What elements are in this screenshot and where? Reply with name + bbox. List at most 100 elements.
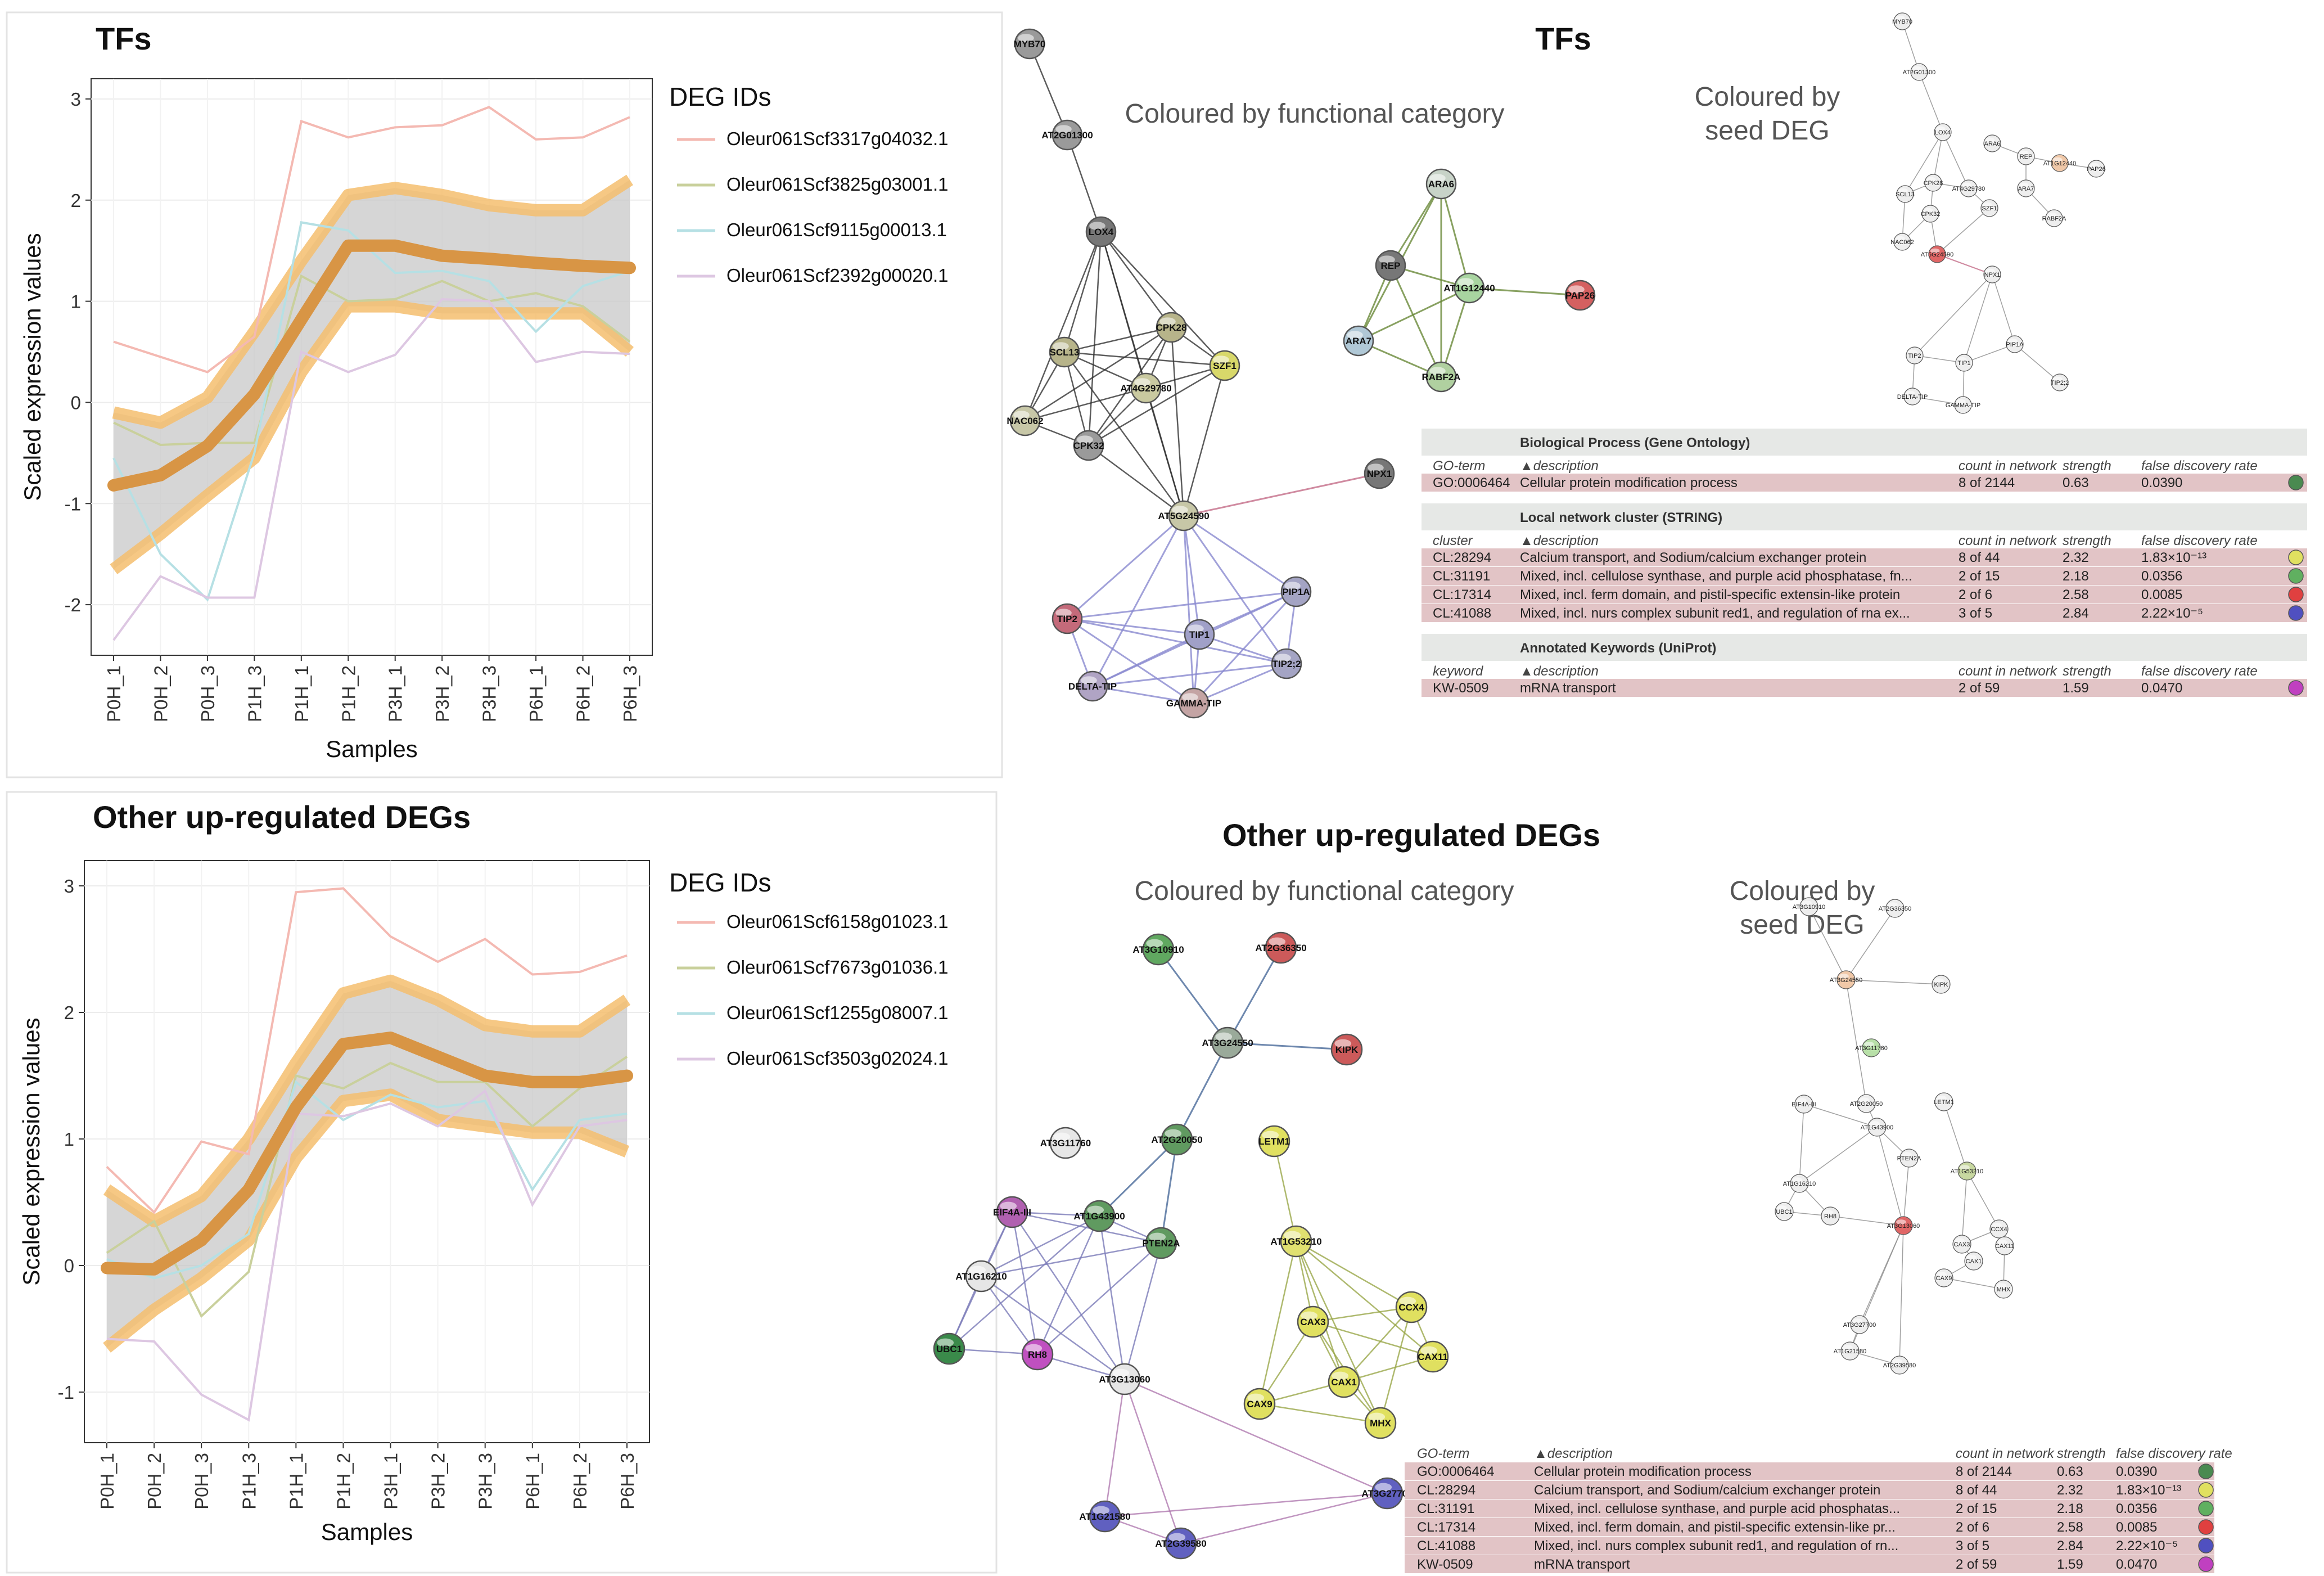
mini-network-node: LETM1: [1934, 1092, 1954, 1111]
node-highlight: [1262, 1131, 1279, 1140]
node-label: NAC062: [1890, 239, 1914, 246]
network-edge: [1092, 633, 1200, 687]
node-highlight: [1962, 182, 1971, 188]
table-cell-description: mRNA transport: [1520, 681, 1616, 696]
node-highlight: [1112, 1368, 1130, 1377]
network-node: UBC1: [933, 1332, 965, 1365]
network-edge: [1358, 287, 1470, 342]
table-cell-strength: 2.32: [2057, 1483, 2083, 1498]
network-edge: [1830, 1215, 1904, 1226]
top-chart-panel-frame: [6, 11, 1003, 778]
node-label: PAP26: [1565, 290, 1595, 301]
network-edge: [1011, 1212, 1126, 1380]
table-cell-fdr: 0.0085: [2141, 587, 2182, 602]
y-tick-label: 1: [71, 291, 81, 312]
node-highlight: [1792, 1177, 1802, 1183]
network-edge: [1064, 351, 1225, 367]
network-edge: [980, 1276, 1039, 1355]
network-edge: [1296, 1241, 1433, 1357]
table-col-header: ▲description: [1520, 664, 1599, 679]
node-highlight: [1966, 1255, 1976, 1260]
network-title: TFs: [1535, 21, 1591, 56]
network-edge: [1092, 685, 1194, 704]
network-node: PTEN2A: [1142, 1227, 1180, 1259]
node-highlight: [1457, 278, 1474, 286]
node-label: LETM1: [1258, 1136, 1290, 1147]
network-edge: [1440, 287, 1470, 377]
node-label: CAX11: [1995, 1243, 2014, 1250]
mini-network-node: AT5G24590: [1921, 245, 1953, 263]
table-cell-strength: 2.58: [2057, 1520, 2083, 1535]
table-col-header: GO-term: [1433, 458, 1485, 474]
node-label: TIP2;2: [2051, 380, 2069, 386]
node-label: AT1G53210: [1270, 1236, 1321, 1247]
y-axis-title: Scaled expression values: [18, 1017, 44, 1285]
node-label: CPK28: [1924, 180, 1943, 187]
network-edge: [1067, 618, 1200, 636]
mini-network-node: MYB70: [1892, 12, 1912, 30]
seed-deg-heading: seed DEG: [1740, 910, 1864, 940]
table-cell-id: CL:28294: [1433, 550, 1491, 565]
node-label: MYB70: [1892, 19, 1912, 25]
network-node: KIPK: [1330, 1033, 1363, 1066]
node-label: CAX9: [1936, 1275, 1952, 1282]
band-upper-edge: [103, 974, 631, 1228]
x-tick-label: P3H_3: [479, 665, 500, 722]
network-node: SZF1: [1209, 350, 1240, 381]
node-highlight: [1983, 202, 1992, 208]
table-col-header: ▲description: [1520, 458, 1599, 474]
node-label: AT1G12440: [1443, 283, 1495, 294]
network-node: AT1G53210: [1270, 1225, 1322, 1258]
mini-network-node: MHX: [1994, 1280, 2013, 1299]
network-edge: [1919, 71, 1943, 133]
chart-title: Other up-regulated DEGs: [93, 799, 471, 835]
mini-network-node: LOX4: [1934, 123, 1952, 141]
table-cell-fdr: 1.83×10⁻¹³: [2141, 550, 2206, 565]
network-edge: [1145, 388, 1185, 516]
node-label: NPX1: [1984, 272, 2001, 278]
network-node: CAX11: [1416, 1340, 1449, 1373]
table-cell-description: Mixed, incl. ferm domain, and pistil-spe…: [1520, 587, 1900, 602]
node-label: KIPK: [1335, 1044, 1359, 1055]
table-row-bg: [1405, 1537, 2214, 1555]
node-highlight: [1896, 15, 1905, 21]
table-col-header: cluster: [1433, 533, 1473, 548]
mini-network-node: REP: [2017, 147, 2035, 165]
table-cell-fdr: 1.83×10⁻¹³: [2116, 1483, 2181, 1498]
network-edge: [1943, 1277, 2004, 1290]
network-node: AT1G12440: [1443, 272, 1495, 304]
mini-network-node: RABF2A: [2042, 209, 2066, 227]
node-highlight: [1301, 1311, 1318, 1320]
mini-network-node: AT1G16210: [1783, 1174, 1816, 1193]
mini-network-node: GAMMA-TIP: [1946, 396, 1980, 414]
network-edge: [1799, 1127, 1878, 1184]
network-edge: [1091, 515, 1185, 687]
mini-network-node: AT2G36350: [1879, 899, 1911, 918]
legend-entry: Oleur061Scf9115g00013.1: [726, 219, 947, 240]
table-row-bg: [1405, 1462, 2214, 1480]
node-highlight: [1992, 1223, 2002, 1228]
table-color-swatch: [2288, 587, 2304, 602]
node-highlight: [1332, 1371, 1349, 1380]
table-cell-id: CL:17314: [1433, 587, 1491, 602]
functional-category-heading: Coloured by functional category: [1125, 99, 1504, 129]
network-node: CPK32: [1073, 430, 1104, 461]
x-tick-label: P6H_2: [573, 665, 594, 722]
x-tick-label: P0H_1: [97, 1453, 118, 1510]
network-node: LOX4: [1085, 216, 1117, 247]
x-tick-label: P1H_3: [244, 665, 265, 722]
node-label: ARA7: [2018, 186, 2034, 192]
node-highlight: [1908, 349, 1917, 355]
node-label: AT3G11760: [1040, 1138, 1091, 1149]
mean-trend-line: [101, 1032, 633, 1276]
x-tick-label: P3H_1: [385, 665, 406, 722]
legend-entry: Oleur061Scf3503g02024.1: [726, 1048, 949, 1069]
network-node: SCL13: [1049, 336, 1080, 368]
series-line-2: [106, 1056, 628, 1318]
network-node: AT2G39580: [1155, 1527, 1207, 1560]
table-cell-description: mRNA transport: [1534, 1557, 1630, 1572]
node-label: NAC062: [1007, 416, 1043, 426]
node-highlight: [1159, 317, 1176, 326]
node-highlight: [969, 1266, 986, 1275]
table-section-header-bg: [1422, 429, 2307, 456]
